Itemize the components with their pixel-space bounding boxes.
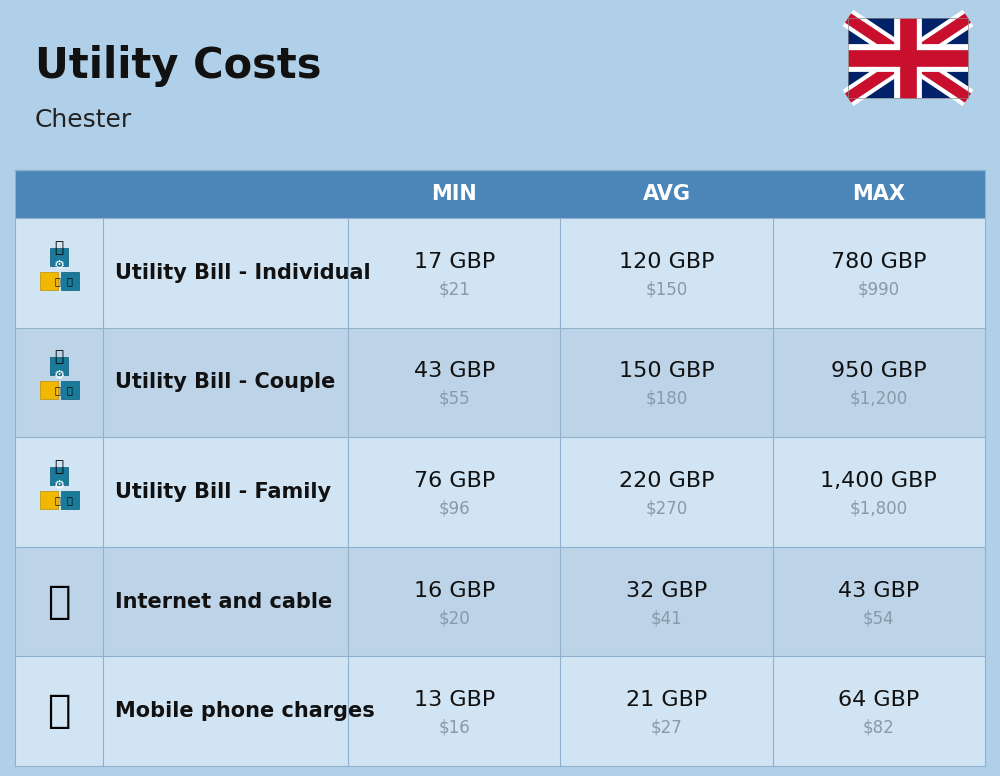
Text: 32 GBP: 32 GBP	[626, 580, 707, 601]
Text: ⚙: ⚙	[53, 479, 65, 491]
Text: 43 GBP: 43 GBP	[838, 580, 919, 601]
Text: Utility Bill - Individual: Utility Bill - Individual	[115, 263, 371, 282]
Bar	[60, 491, 78, 509]
Bar	[15, 547, 985, 656]
Text: $55: $55	[438, 390, 470, 408]
Text: 43 GBP: 43 GBP	[414, 362, 495, 382]
Text: 780 GBP: 780 GBP	[831, 252, 927, 272]
Text: 150 GBP: 150 GBP	[619, 362, 714, 382]
Bar	[40, 381, 58, 400]
Text: 64 GBP: 64 GBP	[838, 690, 919, 710]
Text: 🚿: 🚿	[67, 386, 72, 396]
Text: 220 GBP: 220 GBP	[619, 471, 714, 491]
Text: $1,800: $1,800	[850, 500, 908, 518]
Bar	[50, 467, 68, 485]
Text: AVG: AVG	[642, 184, 690, 204]
Text: Utility Bill - Family: Utility Bill - Family	[115, 482, 331, 502]
Text: 🚿: 🚿	[67, 275, 72, 286]
Text: 📱: 📱	[47, 692, 71, 730]
Text: $82: $82	[863, 719, 895, 736]
Text: $96: $96	[438, 500, 470, 518]
Text: 16 GBP: 16 GBP	[414, 580, 495, 601]
Text: Utility Costs: Utility Costs	[35, 45, 322, 87]
Bar	[60, 272, 78, 289]
Text: $41: $41	[651, 609, 682, 627]
Text: 13 GBP: 13 GBP	[414, 690, 495, 710]
Text: $20: $20	[438, 609, 470, 627]
Text: $150: $150	[645, 280, 688, 298]
Bar	[40, 491, 58, 509]
Text: $270: $270	[645, 500, 688, 518]
Text: 🧑: 🧑	[54, 240, 64, 255]
Bar	[40, 272, 58, 289]
Bar	[15, 218, 985, 327]
Text: $54: $54	[863, 609, 895, 627]
Text: 🧑: 🧑	[54, 459, 64, 474]
Text: 🔌: 🔌	[55, 386, 60, 396]
Text: $1,200: $1,200	[850, 390, 908, 408]
Text: $21: $21	[438, 280, 470, 298]
Text: 🚿: 🚿	[67, 495, 72, 505]
Bar	[50, 248, 68, 266]
Text: 17 GBP: 17 GBP	[414, 252, 495, 272]
Bar	[848, 18, 968, 98]
Text: 📶: 📶	[47, 583, 71, 621]
Text: MAX: MAX	[852, 184, 905, 204]
Text: 🔌: 🔌	[55, 275, 60, 286]
Text: MIN: MIN	[431, 184, 477, 204]
Bar	[15, 327, 985, 437]
Text: $180: $180	[645, 390, 688, 408]
Bar	[50, 358, 68, 376]
Bar	[60, 381, 78, 400]
Text: 120 GBP: 120 GBP	[619, 252, 714, 272]
Text: 950 GBP: 950 GBP	[831, 362, 927, 382]
Text: Internet and cable: Internet and cable	[115, 591, 332, 611]
Text: 76 GBP: 76 GBP	[414, 471, 495, 491]
Text: Mobile phone charges: Mobile phone charges	[115, 702, 375, 721]
Text: $990: $990	[858, 280, 900, 298]
Text: ⚙: ⚙	[53, 259, 65, 272]
Text: 🧑: 🧑	[54, 349, 64, 365]
Bar	[15, 170, 985, 218]
Text: Utility Bill - Couple: Utility Bill - Couple	[115, 372, 335, 393]
Bar	[848, 18, 968, 98]
Text: 🔌: 🔌	[55, 495, 60, 505]
Text: $27: $27	[651, 719, 682, 736]
Bar	[15, 656, 985, 766]
Text: 1,400 GBP: 1,400 GBP	[820, 471, 937, 491]
Text: ⚙: ⚙	[53, 369, 65, 382]
Text: $16: $16	[438, 719, 470, 736]
Bar	[15, 437, 985, 547]
Text: Chester: Chester	[35, 108, 132, 132]
Text: 21 GBP: 21 GBP	[626, 690, 707, 710]
